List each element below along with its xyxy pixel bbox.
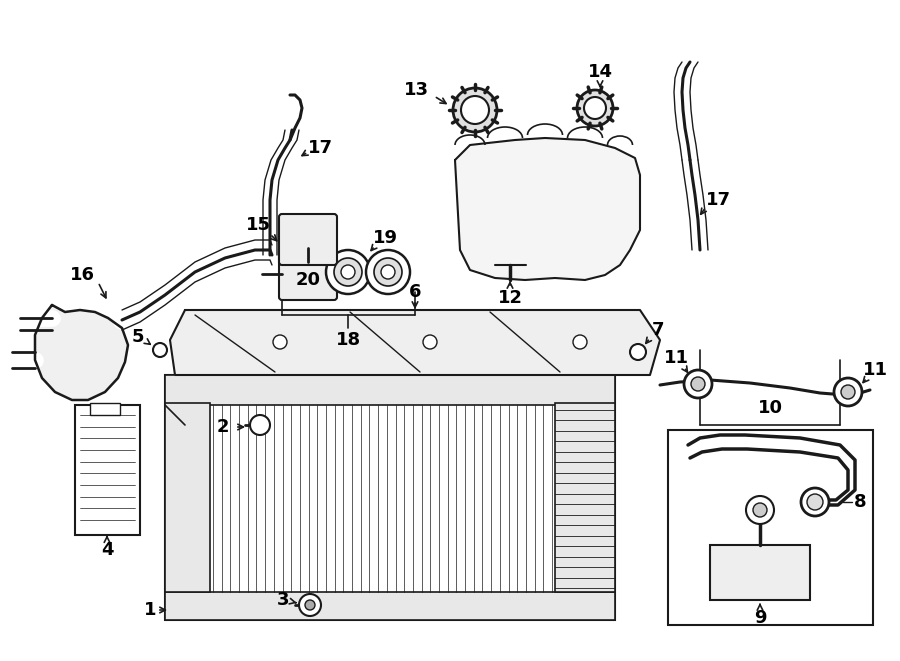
- Text: 15: 15: [246, 216, 271, 234]
- Circle shape: [573, 335, 587, 349]
- Text: 14: 14: [588, 63, 613, 81]
- Circle shape: [584, 97, 606, 119]
- Text: 9: 9: [754, 609, 766, 627]
- Text: 11: 11: [862, 361, 887, 379]
- Text: 13: 13: [403, 81, 428, 99]
- Text: 8: 8: [854, 493, 867, 511]
- Circle shape: [250, 415, 270, 435]
- Bar: [90, 403, 120, 415]
- Bar: [668, 430, 873, 625]
- Text: 20: 20: [295, 271, 320, 289]
- Circle shape: [746, 496, 774, 524]
- Polygon shape: [170, 310, 660, 375]
- Circle shape: [366, 250, 410, 294]
- Circle shape: [153, 343, 167, 357]
- Circle shape: [381, 265, 395, 279]
- Bar: [555, 403, 615, 592]
- Text: 10: 10: [758, 399, 782, 417]
- Text: 11: 11: [663, 349, 688, 367]
- Circle shape: [423, 335, 437, 349]
- Text: 1: 1: [144, 601, 157, 619]
- Circle shape: [461, 96, 489, 124]
- Circle shape: [807, 494, 823, 510]
- Circle shape: [834, 378, 862, 406]
- Text: 17: 17: [308, 139, 332, 157]
- Text: 4: 4: [101, 541, 113, 559]
- Text: 17: 17: [706, 191, 731, 209]
- Text: 6: 6: [409, 283, 421, 301]
- Circle shape: [334, 258, 362, 286]
- Circle shape: [305, 600, 315, 610]
- Text: 16: 16: [69, 266, 94, 284]
- Text: 7: 7: [652, 321, 664, 339]
- Text: 18: 18: [336, 331, 361, 349]
- Bar: [165, 375, 615, 405]
- Text: 2: 2: [217, 418, 230, 436]
- Circle shape: [684, 370, 712, 398]
- Bar: [165, 592, 615, 620]
- Bar: [165, 403, 210, 592]
- Circle shape: [273, 335, 287, 349]
- Circle shape: [453, 88, 497, 132]
- Circle shape: [691, 377, 705, 391]
- Polygon shape: [455, 138, 640, 280]
- Circle shape: [630, 344, 646, 360]
- FancyBboxPatch shape: [279, 214, 337, 265]
- Circle shape: [577, 90, 613, 126]
- Text: 5: 5: [131, 328, 144, 346]
- Circle shape: [299, 594, 321, 616]
- Circle shape: [326, 250, 370, 294]
- Text: 3: 3: [277, 591, 289, 609]
- Text: 12: 12: [498, 289, 523, 307]
- Circle shape: [753, 503, 767, 517]
- Polygon shape: [35, 305, 128, 400]
- Circle shape: [841, 385, 855, 399]
- Bar: [710, 545, 810, 600]
- FancyBboxPatch shape: [279, 249, 337, 300]
- Bar: [165, 375, 615, 620]
- Circle shape: [801, 488, 829, 516]
- Circle shape: [341, 265, 355, 279]
- Bar: [75, 405, 140, 535]
- Circle shape: [374, 258, 402, 286]
- Text: 19: 19: [373, 229, 398, 247]
